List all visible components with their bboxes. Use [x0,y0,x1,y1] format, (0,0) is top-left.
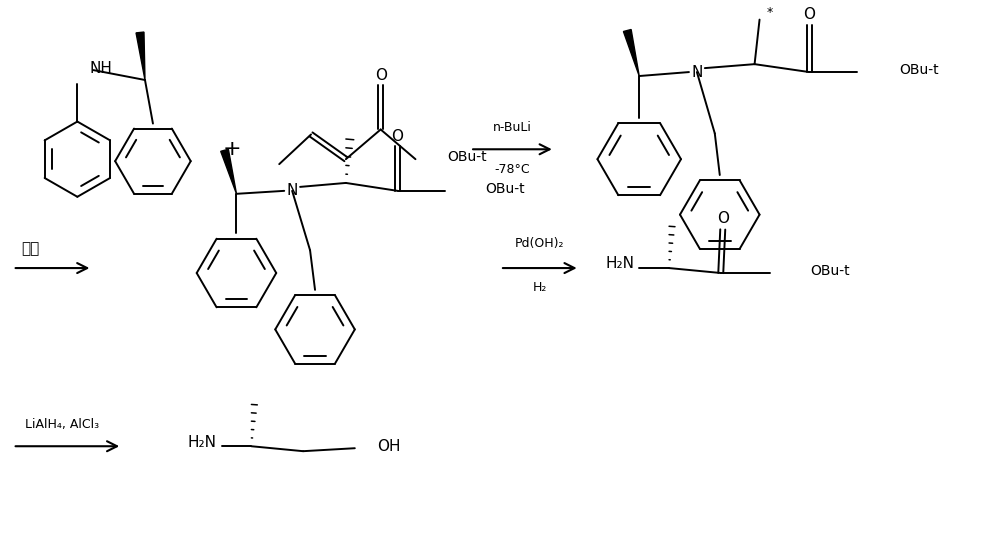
Text: O: O [375,67,387,83]
Polygon shape [221,149,236,194]
Text: OBu-t: OBu-t [485,182,525,196]
Polygon shape [623,30,639,76]
Text: N: N [286,184,298,198]
Text: LiAlH₄, AlCl₃: LiAlH₄, AlCl₃ [25,418,100,431]
Text: H₂N: H₂N [188,435,217,450]
Text: +: + [222,139,241,159]
Text: -78°C: -78°C [494,163,530,175]
Text: O: O [717,211,729,226]
Polygon shape [136,32,145,80]
Text: N: N [691,65,703,79]
Text: NH: NH [89,61,112,76]
Text: OBu-t: OBu-t [810,264,850,278]
Text: n-BuLi: n-BuLi [492,121,531,134]
Text: OBu-t: OBu-t [899,63,938,77]
Text: O: O [803,7,815,22]
Text: H₂N: H₂N [605,255,634,271]
Text: O: O [392,129,404,144]
Text: OBu-t: OBu-t [447,150,487,164]
Text: OH: OH [377,439,400,454]
Text: Pd(OH)₂: Pd(OH)₂ [515,237,565,250]
Text: H₂: H₂ [533,281,547,294]
Text: 拆分: 拆分 [21,241,40,256]
Text: *: * [766,6,773,19]
